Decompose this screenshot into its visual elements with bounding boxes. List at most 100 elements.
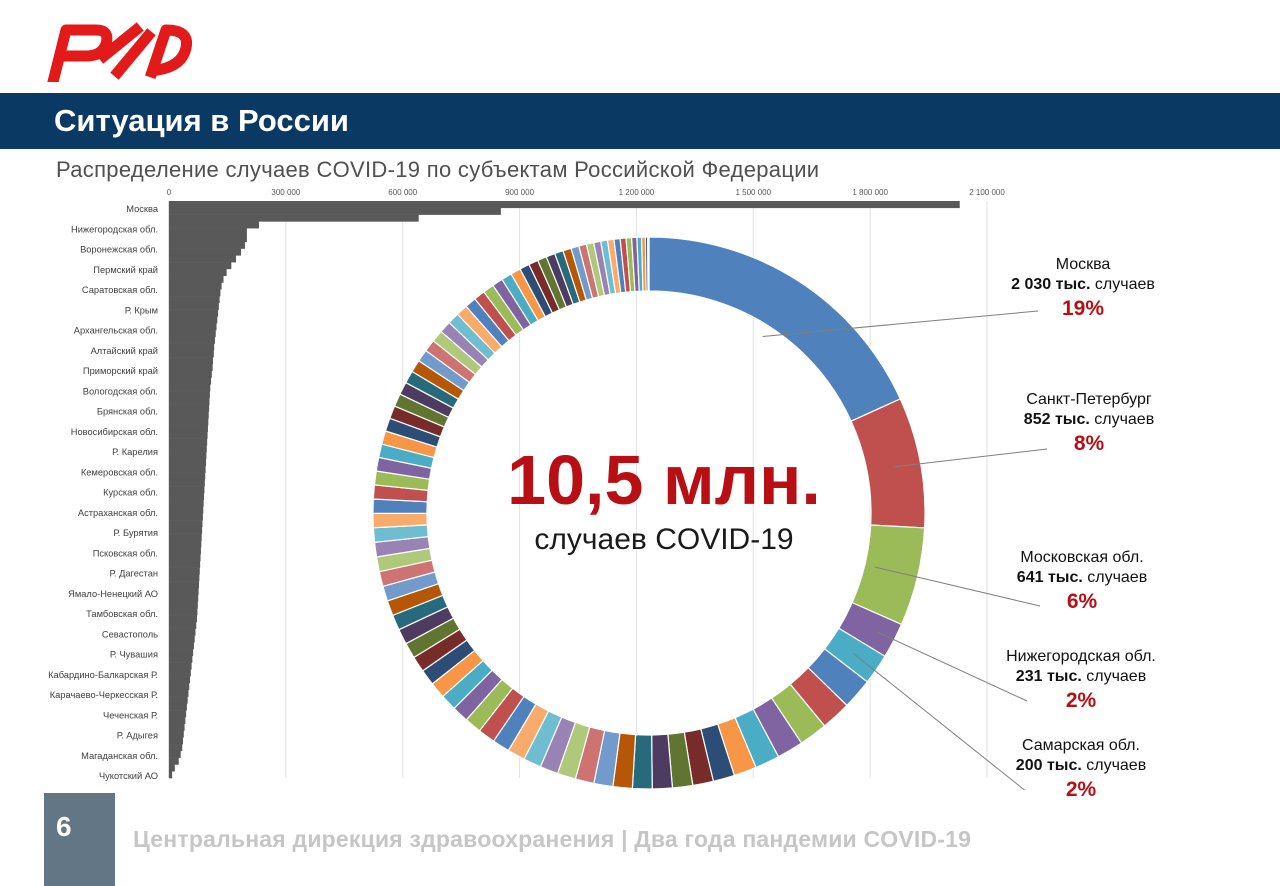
bar — [169, 655, 193, 663]
bar — [169, 533, 202, 541]
category-label: Кабардино-Балкарская Р. — [48, 670, 158, 680]
callout-name: Нижегородская обл. — [1006, 648, 1156, 665]
category-label: Р. Крым — [125, 305, 158, 315]
x-tick-label: 1 500 000 — [735, 188, 771, 197]
bar — [169, 445, 207, 453]
bar — [169, 499, 204, 507]
category-label: Чеченская Р. — [103, 710, 158, 720]
donut-slice — [648, 236, 902, 423]
leader-line — [762, 310, 1039, 337]
category-label: Севастополь — [102, 629, 158, 639]
category-label: Р. Дагестан — [109, 569, 158, 579]
bar — [169, 384, 211, 392]
category-label: Архангельская обл. — [74, 326, 158, 336]
bar — [169, 621, 197, 629]
leader-line — [894, 448, 1048, 468]
x-tick-label: 2 100 000 — [969, 188, 1005, 197]
callout-percent: 8% — [1073, 432, 1105, 455]
callout-percent: 19% — [1061, 297, 1105, 320]
bar — [169, 608, 198, 616]
bar — [169, 289, 221, 297]
leader-line — [874, 566, 1041, 607]
x-tick-label: 900 000 — [505, 188, 534, 197]
bar — [169, 363, 213, 372]
callout-unit: случаев — [1094, 276, 1155, 293]
callout-value: 200 тыс. — [1015, 757, 1082, 774]
category-label: Брянская обл. — [97, 407, 158, 417]
bar — [169, 642, 194, 650]
bar — [169, 676, 191, 684]
callout-name: Москва — [1055, 256, 1111, 273]
category-label: Новосибирская обл. — [71, 427, 158, 437]
category-label: Чукотский АО — [99, 771, 158, 781]
bar — [169, 207, 501, 215]
callout-value: 852 тыс. — [1023, 411, 1090, 428]
bar — [169, 221, 259, 229]
category-label: Курская обл. — [103, 488, 158, 498]
bar — [169, 255, 236, 263]
bar — [169, 296, 220, 304]
bar — [169, 214, 419, 222]
x-tick-label: 1 200 000 — [619, 188, 655, 197]
bar — [169, 696, 188, 704]
callout-unit: случаев — [1087, 569, 1148, 586]
bar — [169, 520, 203, 528]
bar — [169, 425, 208, 433]
covid-charts: 0 300 000 600 000 900 000 1 200 000 1 500 000… — [48, 188, 1048, 790]
bar — [169, 234, 247, 243]
callout-nizhny: Нижегородская обл. 231 тыс. случаев 2% — [961, 647, 1201, 711]
bar — [169, 560, 201, 568]
callout-name: Санкт-Петербург — [1026, 391, 1152, 408]
category-label: Нижегородская обл. — [71, 224, 158, 234]
category-label: Вологодская обл. — [83, 386, 158, 396]
bar — [169, 553, 201, 562]
bar — [169, 615, 198, 623]
bar — [169, 350, 214, 358]
bar — [169, 465, 206, 473]
bar — [169, 472, 206, 480]
bar — [169, 452, 207, 460]
callout-moscow-oblast: Московская обл. 641 тыс. случаев 6% — [962, 548, 1202, 612]
bar — [169, 377, 212, 385]
bar — [169, 492, 205, 500]
bar — [169, 282, 222, 290]
bar — [169, 723, 185, 731]
callout-value: 2 030 тыс. — [1011, 276, 1091, 293]
callout-unit: случаев — [1086, 668, 1147, 685]
bar — [169, 649, 194, 657]
bar — [169, 418, 209, 426]
bar — [169, 370, 212, 378]
bar — [169, 710, 187, 718]
bar — [169, 526, 203, 534]
bar — [169, 302, 219, 310]
bar — [169, 594, 199, 602]
bar — [169, 241, 245, 249]
bar — [169, 513, 203, 521]
callout-value: 231 тыс. — [1015, 668, 1082, 685]
category-label: Ямало-Ненецкий АО — [68, 589, 158, 599]
callout-value: 641 тыс. — [1016, 569, 1083, 586]
rzd-logo — [47, 22, 193, 82]
bar — [169, 587, 199, 596]
bar — [169, 343, 215, 351]
bar — [169, 703, 187, 711]
category-label: Алтайский край — [91, 346, 158, 356]
bar — [169, 248, 242, 256]
category-label: Р. Чувашия — [110, 650, 158, 660]
x-tick-label: 300 000 — [271, 188, 300, 197]
bar — [169, 397, 210, 405]
bar — [169, 323, 217, 331]
page-number-box: 6 — [44, 793, 115, 886]
bar — [169, 411, 209, 419]
bar — [169, 404, 210, 412]
bar — [169, 268, 227, 276]
bar — [169, 336, 215, 344]
bar — [169, 567, 200, 575]
category-label: Карачаево-Черкесская Р. — [50, 690, 158, 700]
bar — [169, 750, 181, 758]
bar — [169, 201, 960, 209]
bar — [169, 431, 208, 439]
bar — [169, 682, 190, 691]
donut-slice — [372, 512, 428, 529]
x-tick-label: 1 800 000 — [852, 188, 888, 197]
